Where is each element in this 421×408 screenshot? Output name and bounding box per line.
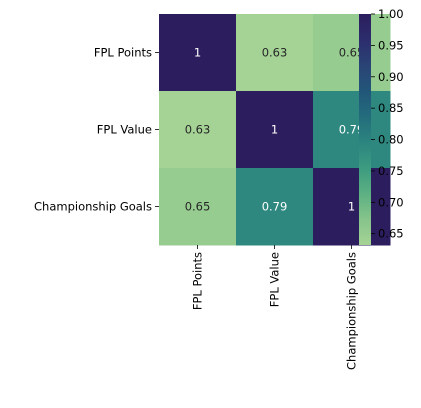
heatmap-cell-r2-c1	[236, 168, 314, 246]
colorbar-tick-label: 0.70	[378, 195, 404, 209]
colorbar: 1.00 0.95 0.90 0.85 0.80 0.75 0.70 0.65	[359, 7, 404, 245]
x-axis: FPL Points FPL Value Championship Goals	[191, 245, 359, 370]
x-tick-label: FPL Points	[191, 252, 205, 310]
heatmap-cell-r0-c1	[236, 14, 314, 92]
cell-annotation-r0-c2: 0.65	[339, 46, 365, 60]
colorbar-tick-label: 0.85	[378, 101, 404, 115]
y-tick-label: FPL Value	[97, 123, 152, 137]
heatmap-cell-r1-c0	[159, 91, 237, 169]
heatmap-cell-r2-c0	[159, 168, 237, 246]
cell-annotation-r2-c0: 0.65	[185, 200, 211, 214]
colorbar-tick-label: 0.80	[378, 133, 404, 147]
y-tick-label: FPL Points	[94, 46, 152, 60]
x-tick-label: FPL Value	[268, 252, 282, 307]
colorbar-gradient	[359, 14, 371, 245]
cell-annotation-r1-c1: 1	[271, 123, 278, 137]
colorbar-ticks: 1.00 0.95 0.90 0.85 0.80 0.75 0.70 0.65	[371, 7, 404, 241]
cell-annotation-r0-c0: 1	[194, 46, 201, 60]
cell-annotation-r1-c2: 0.79	[339, 123, 365, 137]
colorbar-tick-label: 0.90	[378, 70, 404, 84]
colorbar-tick-label: 0.95	[378, 38, 404, 52]
cell-annotation-r0-c1: 0.63	[262, 46, 288, 60]
cell-annotation-r1-c0: 0.63	[185, 123, 211, 137]
heatmap-cell-r1-c1	[236, 91, 314, 169]
cell-annotation-r2-c1: 0.79	[262, 200, 288, 214]
colorbar-tick-label: 1.00	[378, 7, 404, 21]
y-axis: FPL Points FPL Value Championship Goals	[34, 46, 159, 214]
x-tick-label: Championship Goals	[345, 252, 359, 370]
heatmap-cell-r0-c2	[313, 14, 391, 92]
cell-annotation-r2-c2: 1	[348, 200, 355, 214]
colorbar-tick-label: 0.75	[378, 164, 404, 178]
heatmap-annotations: 1 0.63 0.65 0.63 1 0.79 0.65 0.79 1	[185, 46, 365, 214]
y-tick-label: Championship Goals	[34, 200, 152, 214]
heatmap-cell-r2-c2	[313, 168, 391, 246]
heatmap-cell-r1-c2	[313, 91, 391, 169]
heatmap-cell-r0-c0	[159, 14, 237, 92]
heatmap-cells	[159, 14, 391, 246]
colorbar-tick-label: 0.65	[378, 227, 404, 241]
